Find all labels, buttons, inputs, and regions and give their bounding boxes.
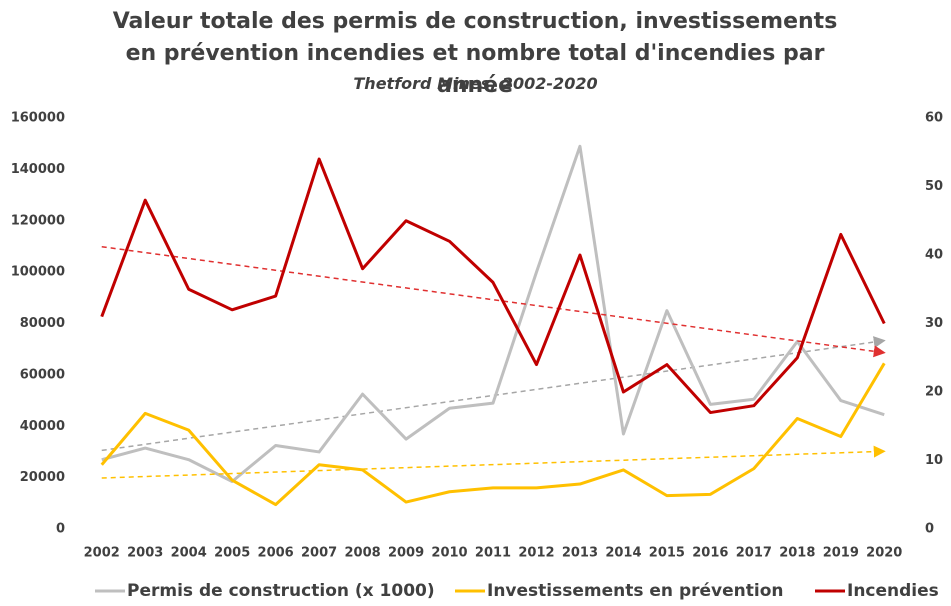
x-tick-label: 2014 xyxy=(605,546,641,561)
y-tick-label: 60000 xyxy=(20,367,65,382)
y-tick-label: 100000 xyxy=(11,265,65,280)
series-line xyxy=(101,144,885,483)
x-tick-label: 2005 xyxy=(214,546,250,561)
x-tick-label: 2019 xyxy=(823,546,859,561)
y-tick-label: 120000 xyxy=(11,213,65,228)
y-tick-label: 40000 xyxy=(20,419,65,434)
x-tick-label: 2011 xyxy=(475,546,511,561)
x-tick-label: 2008 xyxy=(344,546,380,561)
y2-tick-label: 50 xyxy=(925,179,943,194)
y2-tick-label: 0 xyxy=(925,522,934,537)
trend-line xyxy=(101,336,886,452)
y2-tick-label: 30 xyxy=(925,316,943,331)
x-tick-label: 2010 xyxy=(431,546,467,561)
x-tick-label: 2012 xyxy=(518,546,554,561)
trend-line xyxy=(101,445,886,479)
legend-label: Investissements en prévention xyxy=(487,581,783,601)
x-tick-label: 2016 xyxy=(692,546,728,561)
y2-tick-label: 60 xyxy=(925,111,943,126)
y2-tick-label: 10 xyxy=(925,453,943,468)
x-tick-label: 2002 xyxy=(84,546,120,561)
x-tick-label: 2009 xyxy=(388,546,424,561)
chart-title: Valeur totale des permis de construction… xyxy=(112,9,838,98)
x-tick-label: 2018 xyxy=(779,546,815,561)
legend-label: Permis de construction (x 1000) xyxy=(127,581,435,601)
y2-tick-label: 20 xyxy=(925,385,943,400)
x-tick-label: 2020 xyxy=(866,546,902,561)
x-tick-label: 2007 xyxy=(301,546,337,561)
y-tick-label: 20000 xyxy=(20,470,65,485)
x-tick-label: 2003 xyxy=(127,546,163,561)
x-tick-label: 2015 xyxy=(649,546,685,561)
x-tick-label: 2004 xyxy=(171,546,207,561)
y-tick-label: 160000 xyxy=(11,111,65,126)
y-tick-label: 0 xyxy=(56,522,65,537)
series-line xyxy=(100,157,886,415)
legend-label: Incendies xyxy=(847,581,939,601)
y2-tick-label: 40 xyxy=(925,248,943,263)
x-tick-label: 2017 xyxy=(736,546,772,561)
x-tick-label: 2006 xyxy=(258,546,294,561)
y-tick-label: 80000 xyxy=(20,316,65,331)
series-line xyxy=(100,362,886,507)
chart-subtitle: Thetford Mines, 2002-2020 xyxy=(353,74,598,93)
trend-line xyxy=(101,245,886,358)
y-tick-label: 140000 xyxy=(11,162,65,177)
x-tick-label: 2013 xyxy=(562,546,598,561)
